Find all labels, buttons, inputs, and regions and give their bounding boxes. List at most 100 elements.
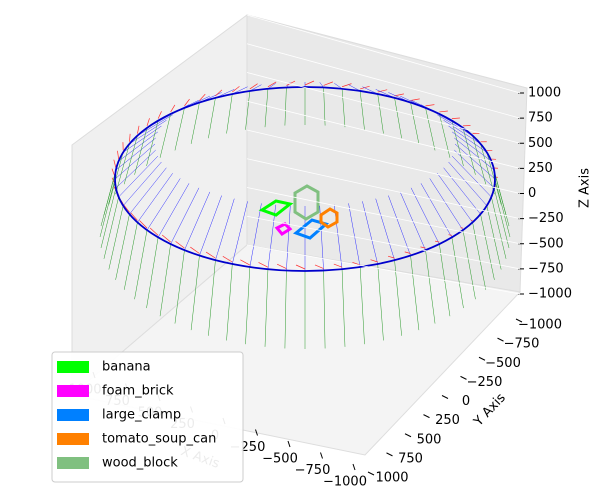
arrow-green xyxy=(123,135,138,185)
arrow-blue xyxy=(443,167,481,215)
legend-box xyxy=(51,351,244,483)
z-grid xyxy=(246,43,521,119)
arrow-blue xyxy=(348,203,361,268)
arrow-red xyxy=(439,110,448,113)
arrow-red xyxy=(435,240,440,243)
arrow-blue xyxy=(115,137,156,171)
arrow-green xyxy=(284,270,287,349)
z-grid xyxy=(246,100,521,169)
y-tick xyxy=(423,414,430,419)
y-tick xyxy=(460,375,467,380)
z-grid xyxy=(246,158,521,220)
arrow-green xyxy=(159,113,171,158)
legend-swatch xyxy=(57,433,89,445)
legend-swatch xyxy=(57,457,89,469)
arrow-blue xyxy=(184,191,211,251)
arrow-green xyxy=(425,250,436,324)
arrow-blue xyxy=(454,137,495,171)
arrow-blue xyxy=(146,178,181,231)
arrow-red xyxy=(295,264,306,270)
object-3 xyxy=(319,207,339,229)
arrow-green xyxy=(341,269,346,347)
arrow-green xyxy=(410,102,420,144)
arrow-green xyxy=(359,90,365,130)
z-tick-label: 500 xyxy=(528,136,553,151)
z-tick-label: 1000 xyxy=(528,86,561,101)
arrow-blue xyxy=(437,114,473,136)
arrow-green xyxy=(208,260,216,336)
arrow-blue xyxy=(137,173,173,223)
y-tick-label: 0 xyxy=(462,394,470,409)
arrow-red xyxy=(448,234,452,236)
arrow-green xyxy=(486,205,502,270)
legend-label: foam_brick xyxy=(102,384,174,399)
arrow-green xyxy=(480,143,495,195)
arrow-blue xyxy=(129,167,167,215)
arrow-green xyxy=(134,230,148,300)
arrow-green xyxy=(174,107,185,151)
arrow-green xyxy=(108,152,124,205)
arrow-blue xyxy=(448,125,487,153)
ring xyxy=(114,86,496,272)
arrow-blue xyxy=(388,195,411,256)
z-grid xyxy=(246,244,521,295)
arrow-red xyxy=(146,118,150,126)
arrow-blue xyxy=(215,198,235,261)
object-1 xyxy=(274,222,293,236)
z-grid xyxy=(246,14,521,94)
z-axis-label: Z Axis xyxy=(578,168,593,208)
arrow-green xyxy=(245,90,251,130)
arrow-blue xyxy=(157,183,190,238)
y-tick-label: −500 xyxy=(485,356,521,371)
arrow-red xyxy=(286,80,296,86)
arrow-red xyxy=(333,263,343,268)
arrow-red xyxy=(304,80,315,86)
y-tick-label: −250 xyxy=(467,375,503,390)
arrow-red xyxy=(249,83,258,90)
z-tick-label: 0 xyxy=(528,186,536,201)
arrow-blue xyxy=(122,161,162,206)
arrow-red xyxy=(352,261,361,266)
object-4 xyxy=(293,184,320,221)
arrow-red xyxy=(205,251,216,259)
arrow-red xyxy=(170,104,176,113)
z-tick-label: −500 xyxy=(528,236,564,251)
arrow-green xyxy=(123,222,138,290)
object-0 xyxy=(258,199,294,217)
arrow-red xyxy=(240,259,251,266)
arrow-green xyxy=(159,244,171,317)
arrow-blue xyxy=(448,161,488,206)
arrow-green xyxy=(190,255,200,331)
arrow-green xyxy=(108,205,124,270)
x-tick-label: −750 xyxy=(295,463,331,478)
x-tick-label: −500 xyxy=(262,452,298,467)
arrow-red xyxy=(129,133,131,142)
arrow-green xyxy=(284,87,287,126)
arrow-red xyxy=(323,81,334,86)
arrow-green xyxy=(264,269,269,347)
arrow-blue xyxy=(375,198,395,261)
arrow-green xyxy=(174,250,185,324)
arrow-green xyxy=(377,263,384,341)
legend-label: wood_block xyxy=(102,456,178,471)
y-tick-label: 1000 xyxy=(375,471,408,486)
arrow-red xyxy=(410,98,420,101)
z-grid xyxy=(246,129,521,194)
z-tick-label: −750 xyxy=(528,261,564,276)
z-tick-label: 250 xyxy=(528,161,553,176)
arrow-red xyxy=(404,251,411,254)
y-tick xyxy=(367,471,375,476)
arrow-blue xyxy=(399,191,426,251)
z-tick-label: −250 xyxy=(528,211,564,226)
arrow-green xyxy=(341,88,346,128)
arrow-green xyxy=(323,270,326,349)
arrow-green xyxy=(394,97,402,139)
z-tick-label: −1000 xyxy=(528,287,572,302)
arrow-green xyxy=(208,97,216,139)
z-grid xyxy=(246,215,521,270)
y-tick-label: −750 xyxy=(504,337,540,352)
y-tick xyxy=(515,318,523,323)
arrow-blue xyxy=(137,114,173,136)
x-tick xyxy=(320,452,323,459)
arrow-blue xyxy=(451,131,492,162)
